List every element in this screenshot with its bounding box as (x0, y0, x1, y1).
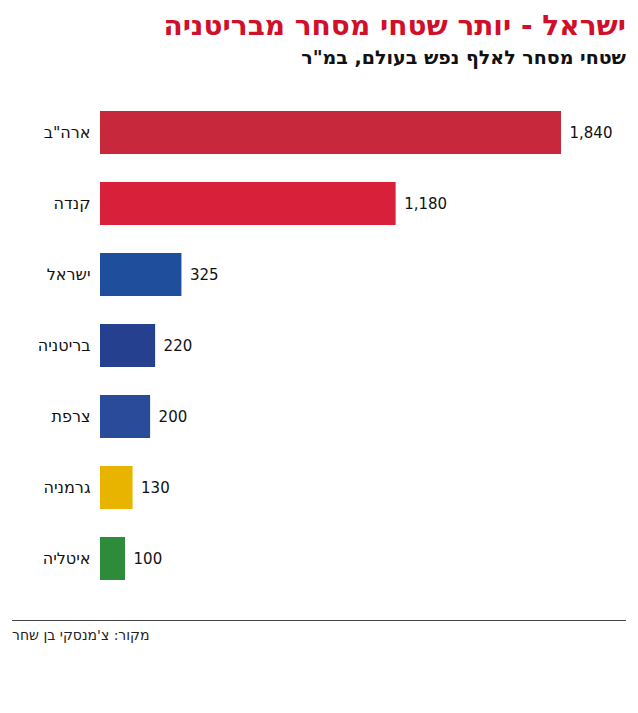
svg-text:130: 130 (141, 479, 170, 497)
svg-text:1,840: 1,840 (570, 124, 613, 142)
svg-text:100: 100 (134, 550, 163, 568)
svg-text:1,180: 1,180 (404, 195, 447, 213)
svg-text:200: 200 (159, 408, 188, 426)
svg-text:ארה"ב: ארה"ב (44, 123, 91, 142)
svg-text:איטליה: איטליה (43, 549, 91, 568)
svg-text:220: 220 (164, 337, 193, 355)
html-text:מקור: צ'מנסקי בן שחר: מקור: צ'מנסקי בן שחר (12, 627, 150, 643)
svg-text:325: 325 (190, 266, 219, 284)
svg-text:בריטניה: בריטניה (38, 336, 91, 355)
svg-text:צרפת: צרפת (51, 407, 90, 426)
html-text:ישראל - יותר שטחי מסחר מבריטני: ישראל - יותר שטחי מסחר מבריטניה (163, 9, 626, 42)
svg-text:קנדה: קנדה (54, 194, 91, 213)
svg-text:גרמניה: גרמניה (44, 478, 91, 497)
svg-text:ישראל: ישראל (47, 265, 91, 284)
html-text:שטחי מסחר לאלף נפש בעולם, במ"ר: שטחי מסחר לאלף נפש בעולם, במ"ר (301, 46, 626, 68)
